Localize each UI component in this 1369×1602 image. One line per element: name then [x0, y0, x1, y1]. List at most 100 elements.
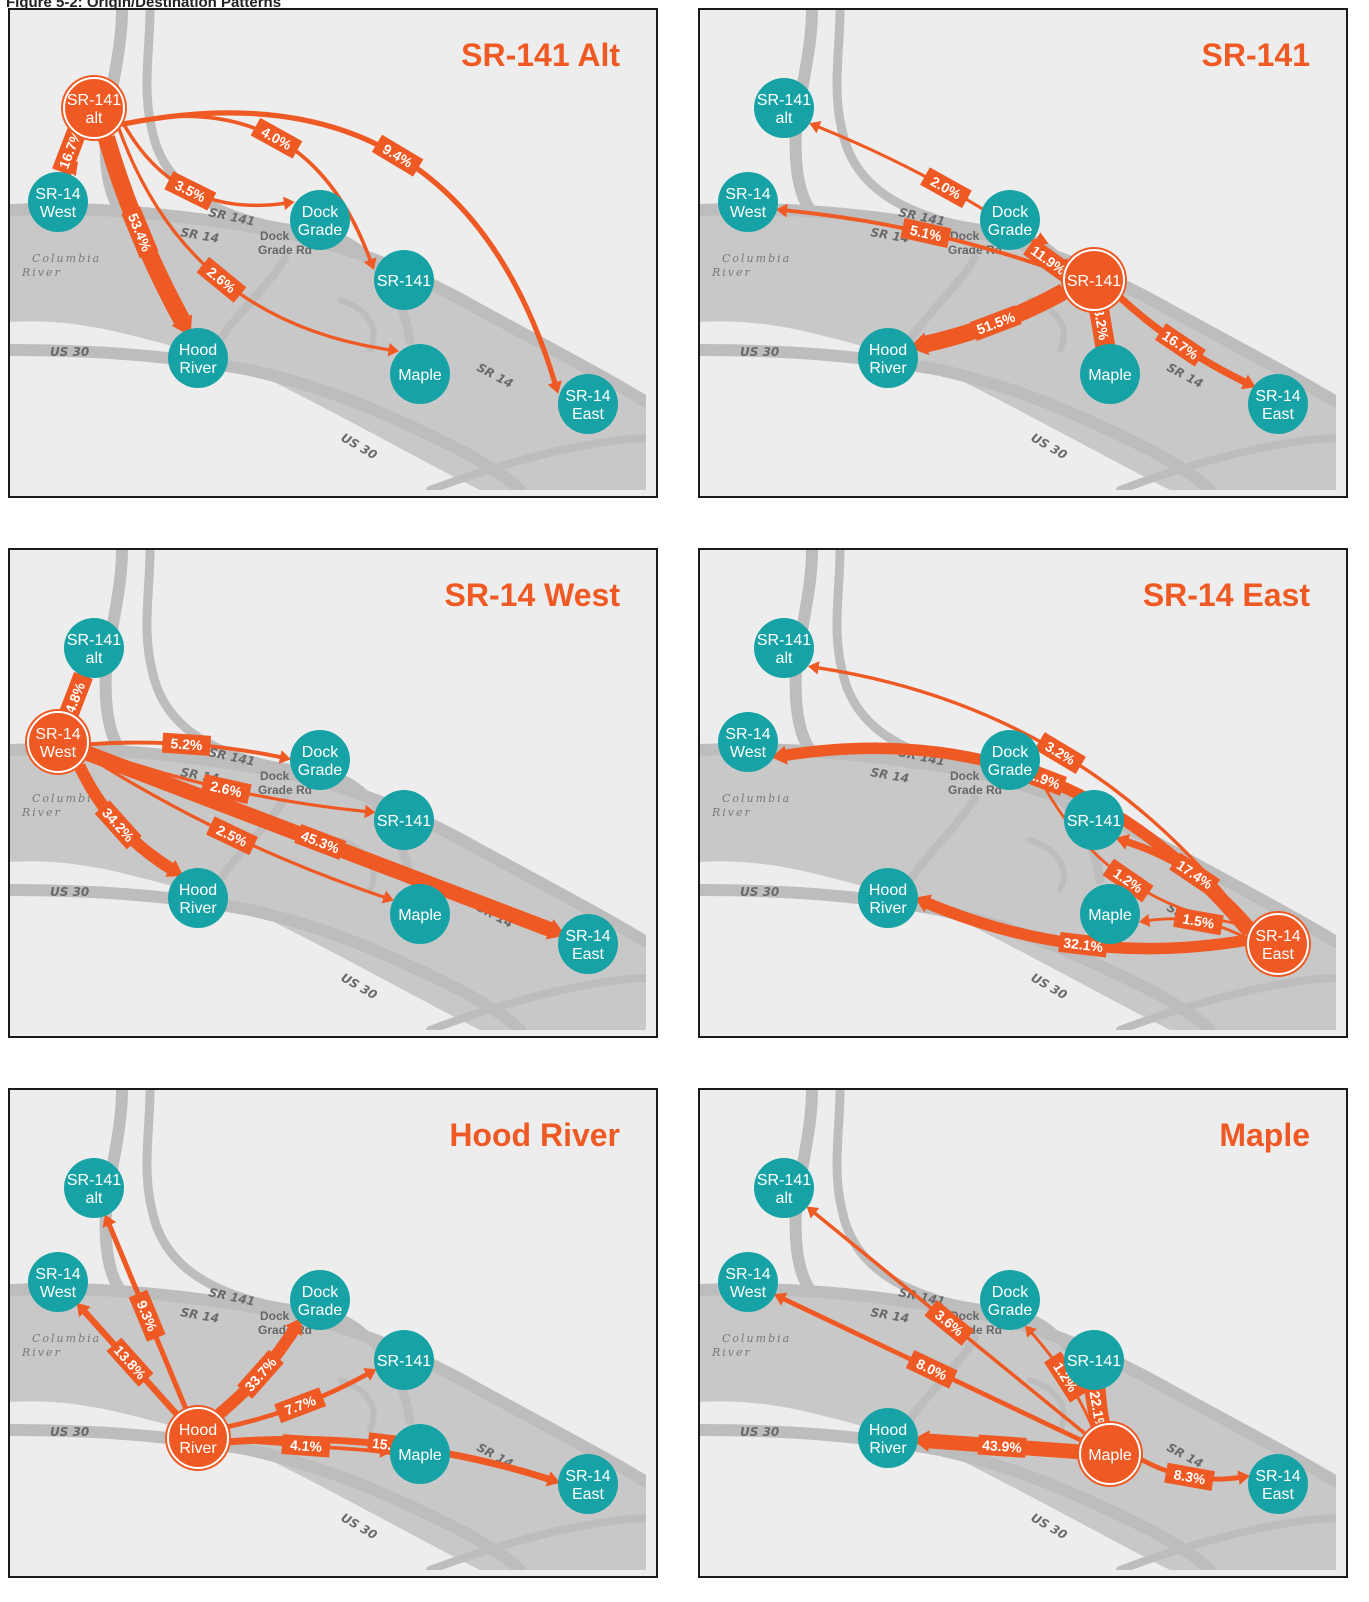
node-circle: [1248, 1454, 1308, 1514]
node-label-line1: SR-14: [565, 388, 610, 405]
columbia-label-line2: River: [711, 1346, 752, 1359]
flow-arrowhead-maple: [1138, 913, 1151, 927]
node-circle: [1064, 1330, 1124, 1390]
flow-arrowhead-dockgrade: [283, 196, 295, 211]
flow-label-box: [128, 1289, 166, 1342]
dock-grade-road: [906, 794, 979, 884]
node-label-line1: Dock: [302, 204, 339, 221]
node-ring: [1245, 911, 1311, 977]
node-label: SR-141: [1067, 273, 1121, 290]
node-inner-ring: [167, 1407, 229, 1469]
node-label-line1: Hood: [869, 882, 907, 899]
node-sr141: SR-141: [374, 1330, 434, 1390]
dock-grade-road: [216, 254, 289, 344]
flow-labels: 3.6%8.0% 1.2%22.1%43.9%8.3%: [905, 1299, 1215, 1491]
flow-arrowhead-maple: [381, 890, 394, 904]
node-label: Maple: [1088, 367, 1132, 384]
node-label-line2: alt: [776, 650, 793, 667]
flow-label-box: [237, 1349, 284, 1399]
node-label-line2: West: [40, 1284, 77, 1301]
columbia-label-line2: River: [21, 266, 62, 279]
flow-label-box: [1023, 238, 1074, 283]
node-label-line2: Grade: [298, 222, 343, 239]
dock-grade-road: [906, 254, 979, 344]
flow-label-dockgrade: 5.2%: [161, 732, 212, 756]
sr14-road: [10, 743, 646, 948]
flow-label-sr141alt: 2.0%: [920, 167, 972, 209]
node-circle: [390, 1424, 450, 1484]
columbia-label-line2: River: [711, 806, 752, 819]
node-circle: [718, 172, 778, 232]
node-sr141: SR-141: [1064, 1330, 1124, 1390]
flow-label-box: [161, 732, 212, 756]
columbia-label-line2: River: [711, 266, 752, 279]
node-label-line2: River: [869, 1440, 907, 1457]
node-label-line1: SR-14: [35, 726, 80, 743]
node-circle: [980, 1270, 1040, 1330]
node-label-line2: East: [1262, 406, 1295, 423]
flow-arrowhead-sr141alt: [807, 661, 820, 675]
node-label-line2: Grade: [988, 762, 1033, 779]
columbia-river-shape: [700, 752, 1336, 1030]
node-label-line1: Hood: [179, 1422, 217, 1439]
node-inner-ring: [1079, 1423, 1141, 1485]
columbia-label-line1: Columbia: [32, 792, 101, 805]
flow-arrowhead-sr14east: [1237, 1470, 1250, 1485]
node-circle: [980, 730, 1040, 790]
node-label-line1: SR-14: [35, 186, 80, 203]
panel-title: SR-141 Alt: [461, 37, 620, 73]
flow-label-box: [924, 1299, 975, 1346]
dock-grade-label-line2: Grade Rd: [948, 243, 1002, 257]
flow-label-text-maple: 4.1%: [290, 1437, 324, 1455]
dock-grade-label-line1: Dock: [260, 769, 290, 783]
dock-grade-label-line1: Dock: [260, 1309, 290, 1323]
columbia-label-line1: Columbia: [722, 1332, 791, 1345]
node-maple: Maple: [1080, 884, 1140, 944]
od-panel-hoodriver: SR 141 SR 14 SR 14 US 30 US 30 Columbia River D…: [8, 1088, 658, 1578]
flow-arrowhead-hoodriver: [165, 859, 184, 877]
node-sr141: SR-141: [1061, 247, 1127, 313]
node-label-line2: alt: [86, 110, 103, 127]
node-circle: [558, 914, 618, 974]
flow-arrowhead-maple: [387, 343, 400, 357]
dock-grade-label-line1: Dock: [260, 229, 290, 243]
node-label-line1: SR-141: [67, 632, 121, 649]
flow-label-text-hoodriver: 43.9%: [982, 1437, 1023, 1456]
node-ring: [61, 75, 127, 141]
node-label: SR-141: [377, 813, 431, 830]
node-label-line2: East: [572, 1486, 605, 1503]
flow-arrowhead-sr141alt: [809, 120, 822, 134]
node-circle: [754, 618, 814, 678]
sr14-road: [10, 1283, 646, 1488]
node-label-line2: East: [572, 406, 605, 423]
node-circle: [390, 884, 450, 944]
sr14-road-label-upper: SR 14: [179, 225, 220, 246]
us30-road-label-west: US 30: [50, 1425, 89, 1439]
flow-label-box: [206, 816, 258, 856]
node-circle: [858, 328, 918, 388]
flow-label-sr14east: 8.3%: [1164, 1462, 1215, 1491]
node-circle: [858, 868, 918, 928]
flow-label-text-sr141: 2.6%: [209, 778, 244, 801]
flow-arrowhead-dockgrade: [278, 750, 291, 764]
node-maple: Maple: [1080, 344, 1140, 404]
flow-label-text-maple: 3.2%: [1091, 307, 1112, 342]
node-inner-ring: [1063, 249, 1125, 311]
flow-label-box: [1044, 1351, 1087, 1403]
us30-road-label-west: US 30: [50, 885, 89, 899]
us30-road-label-west: US 30: [740, 885, 779, 899]
panel-title: Maple: [1219, 1117, 1310, 1153]
flow-label-box: [1154, 323, 1206, 367]
node-label: Maple: [398, 1447, 442, 1464]
